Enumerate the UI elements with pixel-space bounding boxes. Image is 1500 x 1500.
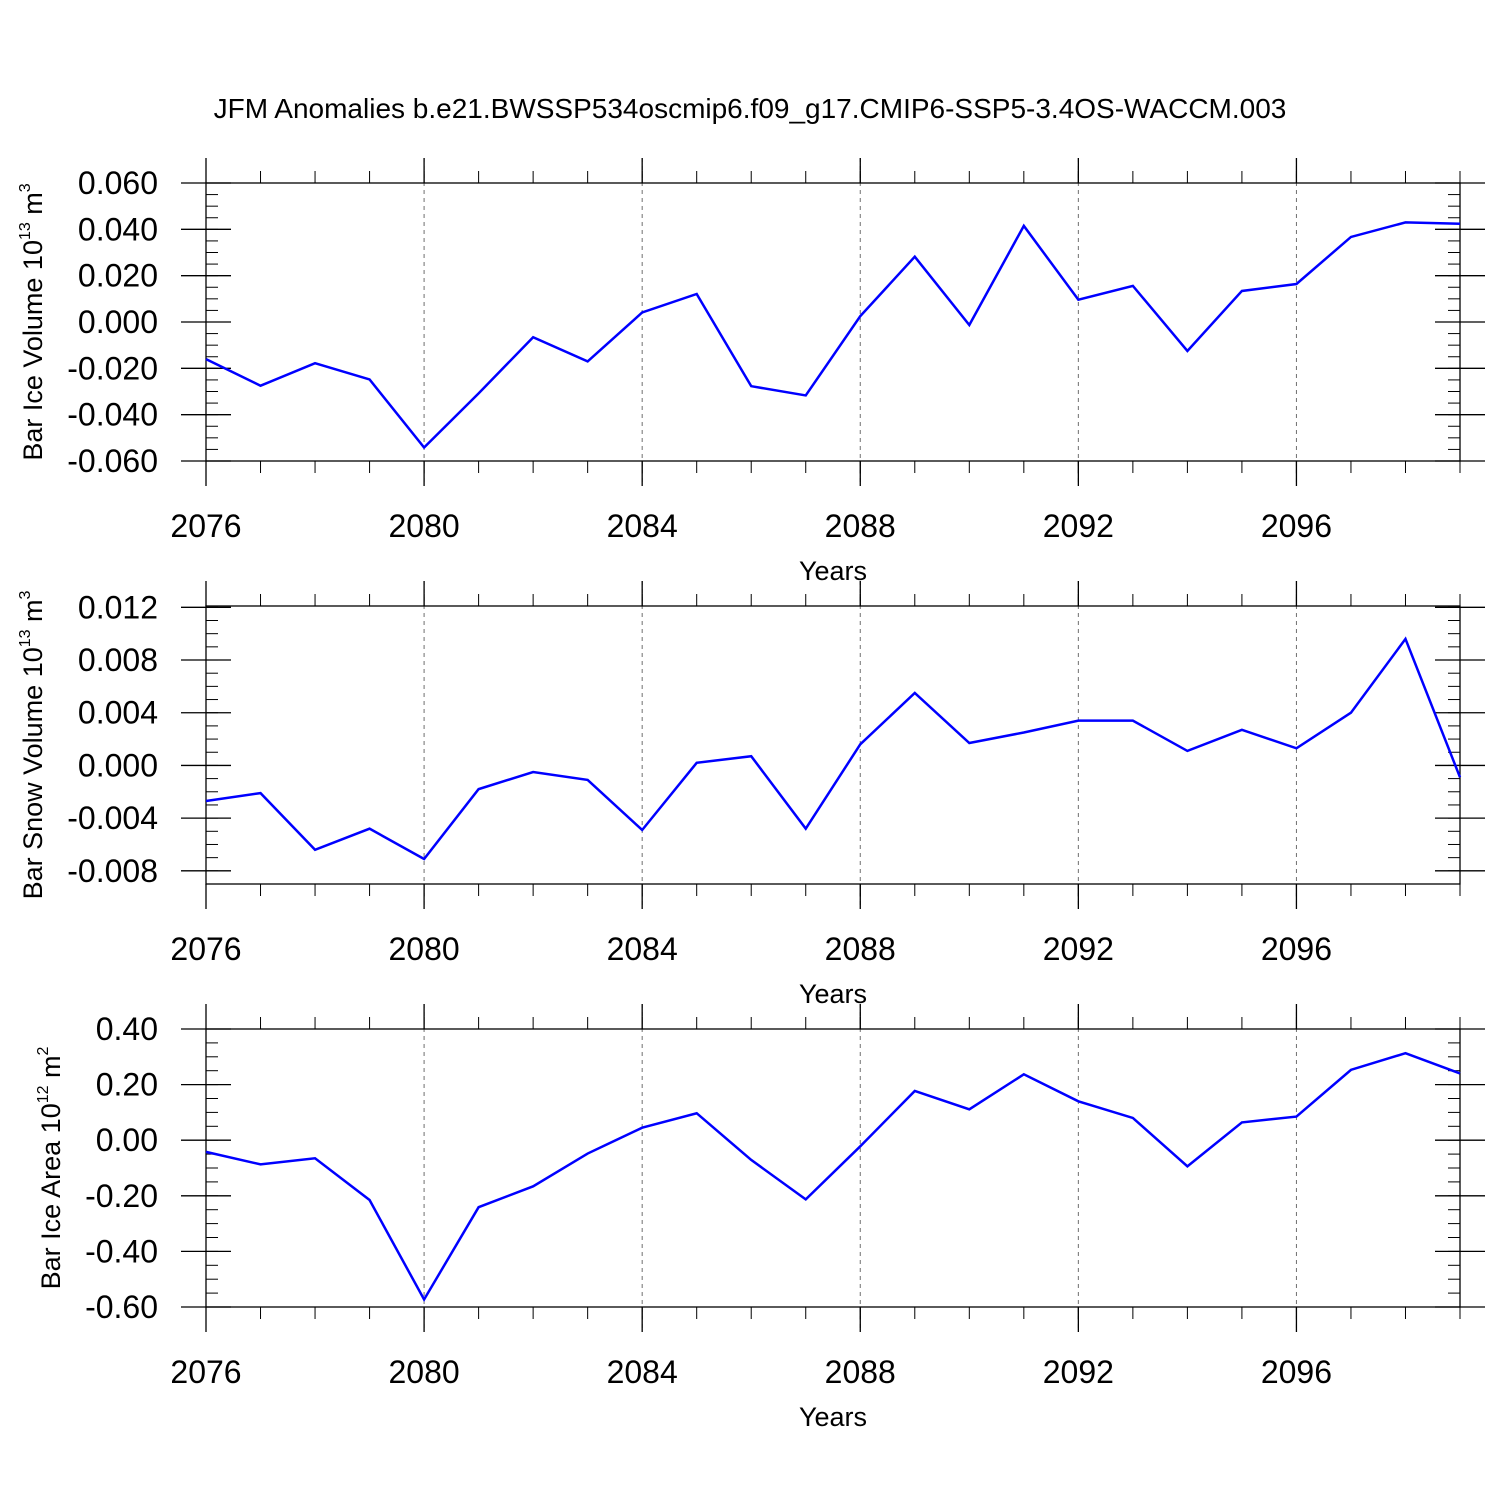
x-tick-label: 2080 <box>388 931 459 967</box>
data-series-line <box>205 221 1461 450</box>
x-tick-label: 2084 <box>607 508 678 544</box>
y-tick-label: -0.008 <box>67 853 158 889</box>
x-tick-label: 2092 <box>1043 1354 1114 1390</box>
y-tick-label: 0.00 <box>96 1122 158 1158</box>
x-axis-label: Years <box>799 1402 867 1432</box>
x-tick-label: 2080 <box>388 1354 459 1390</box>
x-tick-label: 2084 <box>607 1354 678 1390</box>
x-tick-label: 2096 <box>1261 1354 1332 1390</box>
x-axis-label: Years <box>799 556 867 586</box>
y-tick-label: 0.000 <box>78 747 158 783</box>
chart-panel-2: 2076 2080 2084 2088 2092 2096 -0.008 -0.004 0.00… <box>17 581 1485 1009</box>
x-tick-label: 2096 <box>1261 931 1332 967</box>
x-tick-label: 2096 <box>1261 508 1332 544</box>
x-tick-label: 2092 <box>1043 931 1114 967</box>
x-tick-label: 2080 <box>388 508 459 544</box>
y-axis-label: Bar Ice Area 1012 m2 <box>35 1046 66 1289</box>
x-tick-label: 2084 <box>607 931 678 967</box>
y-tick-label: 0.40 <box>96 1011 158 1047</box>
x-tick-label: 2088 <box>825 931 896 967</box>
x-axis-label: Years <box>799 979 867 1009</box>
plot-frame <box>205 1028 1461 1308</box>
y-tick-label: -0.40 <box>85 1233 158 1269</box>
plot-frame <box>205 605 1461 885</box>
y-tick-label: -0.004 <box>67 800 158 836</box>
y-tick-label: -0.040 <box>67 397 158 433</box>
y-tick-label: 0.012 <box>78 589 158 625</box>
y-tick-label: 0.060 <box>78 165 158 201</box>
x-tick-label: 2076 <box>170 931 241 967</box>
y-tick-label: 0.040 <box>78 211 158 247</box>
y-tick-label: 0.004 <box>78 695 158 731</box>
x-tick-label: 2076 <box>170 1354 241 1390</box>
x-tick-label: 2088 <box>825 508 896 544</box>
y-axis-label: Bar Snow Volume 1013 m3 <box>17 590 48 899</box>
y-tick-label: -0.60 <box>85 1289 158 1325</box>
y-tick-label: -0.020 <box>67 350 158 386</box>
y-tick-label: 0.020 <box>78 258 158 294</box>
y-tick-label: -0.20 <box>85 1178 158 1214</box>
chart-panel-3: 2076 2080 2084 2088 2092 2096 -0.60 -0.40 -0.20 0… <box>35 1004 1485 1432</box>
plot-frame <box>205 182 1461 462</box>
figure-title: JFM Anomalies b.e21.BWSSP534oscmip6.f09_… <box>214 93 1287 124</box>
data-series-line <box>205 1051 1461 1303</box>
y-tick-label: 0.000 <box>78 304 158 340</box>
x-tick-label: 2092 <box>1043 508 1114 544</box>
x-tick-label: 2088 <box>825 1354 896 1390</box>
y-tick-label: 0.20 <box>96 1067 158 1103</box>
data-series-line <box>205 636 1462 861</box>
y-tick-label: -0.060 <box>67 443 158 479</box>
y-axis-label: Bar Ice Volume 1013 m3 <box>17 183 48 460</box>
y-tick-label: 0.008 <box>78 642 158 678</box>
x-tick-label: 2076 <box>170 508 241 544</box>
chart-panel-1: 2076 2080 2084 2088 2092 2096 -0.060 -0.040 -0.0… <box>17 158 1485 586</box>
